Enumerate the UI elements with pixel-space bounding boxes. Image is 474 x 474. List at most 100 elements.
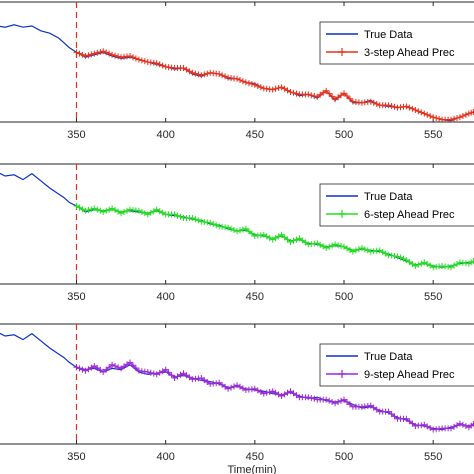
prediction-point [323,245,330,251]
prediction-point [127,53,133,59]
legend-pred-label: 3-step Ahead Prec [364,47,455,59]
prediction-point [433,115,440,121]
legend-true-label: True Data [364,191,413,203]
prediction-point [308,395,315,401]
prediction-point [266,389,273,395]
prediction-point [275,85,282,91]
prediction-point [326,397,333,404]
prediction-point [135,56,142,63]
prediction-point [412,107,419,113]
x-tick-label: 550 [424,291,442,303]
prediction-point [290,237,297,244]
prediction-point [305,91,312,98]
prediction-point [162,366,169,373]
prediction-point [352,247,359,254]
chart-panel-2: 350 400 450 500 550 True Data 6-step Ahead Pre… [0,163,474,303]
prediction-point [409,105,416,112]
prediction-point [106,50,113,57]
prediction-point [406,104,413,111]
prediction-point [308,92,315,99]
prediction-point [207,219,214,226]
prediction-point [403,103,410,110]
prediction-point [130,54,136,61]
prediction-point [165,369,172,376]
prediction-point [201,71,208,78]
prediction-point [156,61,163,68]
prediction-point [287,89,294,95]
prediction-point [424,111,431,118]
prediction-point [391,103,398,110]
prediction-point [341,243,347,250]
prediction-point [144,369,151,375]
x-tick-label: 400 [156,129,174,141]
prediction-point [228,384,235,391]
prediction-point [242,79,249,86]
prediction-point [100,48,107,55]
prediction-point [109,51,116,58]
legend-pred-marker [338,210,346,218]
x-tick-label: 450 [246,291,264,303]
x-axis-label: Time(min) [227,464,276,474]
prediction-markers [73,359,474,433]
prediction-point [251,81,258,88]
prediction-point [341,90,347,97]
x-tick-label: 500 [335,451,353,463]
prediction-point [364,247,371,254]
prediction-point [260,390,267,397]
prediction-point [388,103,395,109]
prediction-point [103,49,110,56]
legend-pred-marker [338,370,346,378]
prediction-point [332,241,339,248]
prediction-point [430,114,437,121]
prediction-point [115,364,122,371]
prediction-point [192,216,199,223]
prediction-point [109,361,116,368]
prediction-point [344,93,350,99]
prediction-point [418,260,425,267]
prediction-point [138,57,145,64]
prediction-point [189,215,196,221]
prediction-point [174,212,181,219]
prediction-point [106,206,113,213]
prediction-point [311,93,318,99]
prediction-point [338,397,344,404]
prediction-point [397,254,404,261]
prediction-point [222,73,229,80]
prediction-point [373,101,380,107]
legend-box [319,183,474,227]
prediction-point [100,209,107,215]
prediction-point [418,109,425,116]
prediction-point [88,51,95,58]
prediction-point [326,243,333,250]
prediction-point [462,423,469,429]
prediction-point [332,400,339,407]
prediction-point [335,242,342,249]
prediction-point [147,369,154,376]
prediction-point [347,95,353,102]
prediction-point [189,69,196,76]
prediction-point [150,370,157,377]
prediction-point [245,80,252,87]
prediction-markers [73,48,474,122]
prediction-point [88,206,95,213]
prediction-point [459,113,466,119]
legend-pred-label: 9-step Ahead Prec [364,369,455,381]
prediction-point [358,245,365,251]
prediction-point [436,115,443,122]
prediction-point [415,261,422,268]
prediction-point [121,209,127,215]
prediction-point [73,364,80,371]
x-tick-label: 500 [335,291,353,303]
prediction-point [219,72,226,79]
prediction-point [115,53,122,60]
prediction-point [293,236,300,243]
prediction-point [263,389,270,396]
prediction-point [237,77,243,83]
prediction-point [234,75,240,82]
x-tick-label: 350 [67,291,85,303]
prediction-point [76,50,83,57]
prediction-point [421,110,428,117]
x-tick-label: 400 [156,451,174,463]
x-tick-label: 450 [246,451,264,463]
